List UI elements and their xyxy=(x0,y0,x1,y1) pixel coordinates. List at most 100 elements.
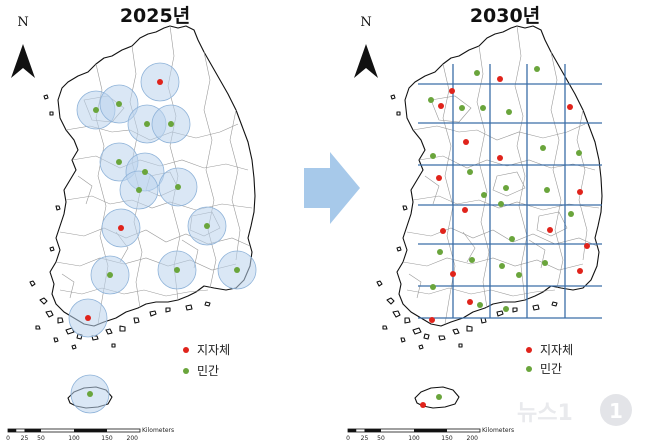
private-station-point xyxy=(540,145,546,151)
map-2030: 2030년 N 0 25 50 100 150 200 Kilomet xyxy=(346,5,603,442)
private-station-point xyxy=(503,306,509,312)
private-station-point xyxy=(175,184,181,190)
private-station-point xyxy=(428,97,434,103)
private-station-point xyxy=(430,284,436,290)
scale-unit: Kilometers xyxy=(142,427,174,434)
private-station-point xyxy=(516,272,522,278)
scalebar-2025: 0 25 50 100 150 200 Kilometers xyxy=(6,427,174,442)
private-station-point xyxy=(116,159,122,165)
local-gov-station-point xyxy=(584,243,590,249)
local-gov-station-point xyxy=(420,402,426,408)
private-station-point xyxy=(116,101,122,107)
private-station-point xyxy=(481,192,487,198)
legend-private-label: 민간 xyxy=(197,364,219,378)
local-gov-station-point xyxy=(449,88,455,94)
scale-tick: 100 xyxy=(408,435,420,442)
watermark-badge-mark: 1 xyxy=(609,399,623,423)
private-station-point xyxy=(542,260,548,266)
news1-watermark: 뉴스1 1 xyxy=(517,394,632,426)
scale-tick: 50 xyxy=(377,435,385,442)
private-station-point xyxy=(544,187,550,193)
local-gov-station-point xyxy=(547,227,553,233)
local-gov-station-point xyxy=(118,225,124,231)
local-gov-station-point xyxy=(85,315,91,321)
transition-arrow-icon xyxy=(304,152,360,224)
local-gov-station-point xyxy=(497,155,503,161)
private-station-point xyxy=(87,391,93,397)
local-gov-station-point xyxy=(577,268,583,274)
local-gov-station-point xyxy=(450,271,456,277)
legend-local-gov-marker xyxy=(183,347,189,353)
private-station-point xyxy=(498,201,504,207)
private-station-point xyxy=(576,150,582,156)
private-station-point xyxy=(474,70,480,76)
private-station-point xyxy=(204,223,210,229)
local-gov-station-point xyxy=(567,104,573,110)
watermark-badge xyxy=(600,394,632,426)
private-station-point xyxy=(477,302,483,308)
private-station-point xyxy=(107,272,113,278)
map-2025: 2025년 N 0 25 50 100 150 200 Kilometers xyxy=(6,5,257,442)
private-station-point xyxy=(174,267,180,273)
scale-tick: 200 xyxy=(127,435,139,442)
scale-tick: 25 xyxy=(21,435,29,442)
scalebar-2030: 0 25 50 100 150 200 Kilometers xyxy=(346,427,514,442)
private-station-point xyxy=(469,257,475,263)
scale-tick: 100 xyxy=(68,435,80,442)
private-station-point xyxy=(459,105,465,111)
private-station-point xyxy=(136,187,142,193)
private-station-point xyxy=(168,121,174,127)
local-gov-station-point xyxy=(577,189,583,195)
mainland-outline xyxy=(396,25,603,327)
north-arrow-icon xyxy=(11,44,35,78)
legend-local-gov-label: 지자체 xyxy=(197,343,230,357)
scale-tick: 0 xyxy=(346,435,350,442)
north-arrow-2030: N xyxy=(354,15,378,78)
private-station-point xyxy=(437,249,443,255)
coverage-grid-2030 xyxy=(418,64,602,319)
legend-2030: 지자체 민간 xyxy=(526,343,573,376)
north-arrow-icon xyxy=(354,44,378,78)
local-gov-station-point xyxy=(438,103,444,109)
private-station-point xyxy=(436,394,442,400)
local-gov-station-point xyxy=(436,175,442,181)
scale-tick: 150 xyxy=(441,435,453,442)
map-title-2025: 2025년 xyxy=(120,5,190,27)
local-gov-station-point xyxy=(463,139,469,145)
private-station-point xyxy=(506,109,512,115)
private-station-point xyxy=(93,107,99,113)
scale-tick: 0 xyxy=(6,435,10,442)
station-points-2025 xyxy=(85,79,240,397)
private-station-point xyxy=(503,185,509,191)
north-arrow-2025: N xyxy=(11,15,35,78)
private-station-point xyxy=(480,105,486,111)
north-label-2025: N xyxy=(17,15,28,30)
local-gov-station-point xyxy=(440,228,446,234)
private-station-point xyxy=(499,263,505,269)
legend-2025: 지자체 민간 xyxy=(183,343,230,378)
local-gov-station-point xyxy=(467,299,473,305)
station-points-2030 xyxy=(420,66,590,408)
local-gov-station-point xyxy=(429,317,435,323)
watermark-text: 뉴스1 xyxy=(517,401,573,426)
scale-unit: Kilometers xyxy=(482,427,514,434)
legend-local-gov-marker xyxy=(526,347,532,353)
local-gov-station-point xyxy=(497,76,503,82)
scale-tick: 200 xyxy=(467,435,479,442)
legend-local-gov-label: 지자체 xyxy=(540,343,573,357)
legend-private-marker xyxy=(526,366,532,372)
private-station-point xyxy=(142,169,148,175)
scale-tick: 150 xyxy=(101,435,113,442)
private-station-point xyxy=(467,169,473,175)
scale-tick: 50 xyxy=(37,435,45,442)
local-gov-station-point xyxy=(462,207,468,213)
private-station-point xyxy=(509,236,515,242)
map-title-2030: 2030년 xyxy=(470,5,540,27)
legend-private-marker xyxy=(183,368,189,374)
legend-private-label: 민간 xyxy=(540,362,562,376)
private-station-point xyxy=(534,66,540,72)
local-gov-station-point xyxy=(157,79,163,85)
private-station-point xyxy=(234,267,240,273)
private-station-point xyxy=(568,211,574,217)
